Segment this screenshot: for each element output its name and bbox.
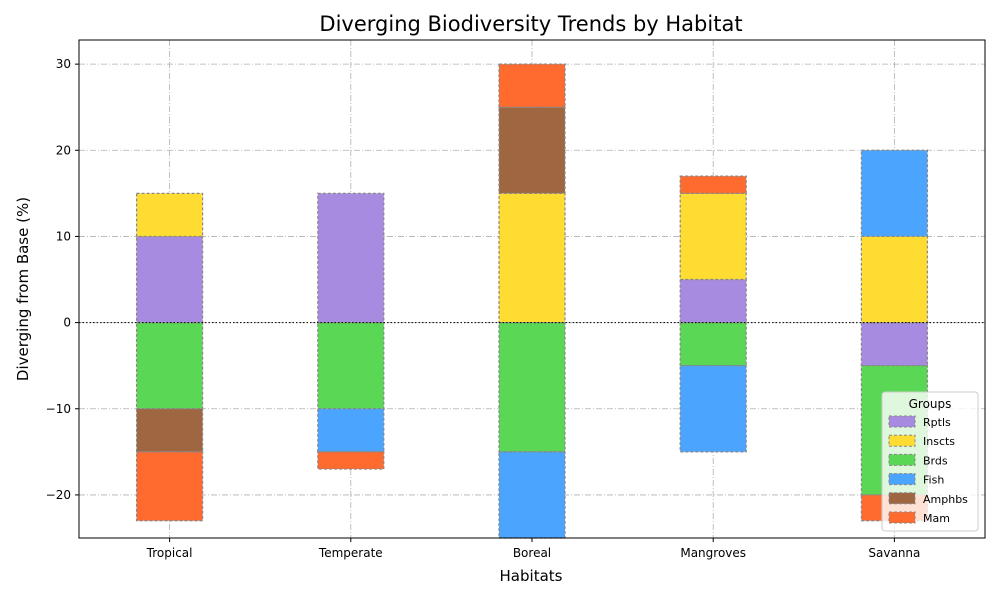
bar-segment bbox=[136, 322, 204, 410]
y-tick-label: 0 bbox=[63, 316, 71, 330]
bar-segment bbox=[679, 278, 747, 324]
bar-segment bbox=[860, 149, 929, 238]
bar-segment bbox=[860, 322, 929, 367]
bar-segment bbox=[498, 322, 566, 453]
legend-label: Rptls bbox=[923, 416, 951, 429]
bar-segment bbox=[679, 322, 747, 367]
x-tick-label: Tropical bbox=[146, 546, 193, 560]
legend-title: Groups bbox=[909, 397, 952, 411]
y-tick-label: −10 bbox=[46, 402, 71, 416]
legend-swatch bbox=[888, 453, 916, 466]
legend-label: Fish bbox=[923, 474, 944, 487]
bar-segment bbox=[317, 192, 385, 324]
bars bbox=[136, 63, 929, 539]
y-axis: −20 −10 0 10 20 30 bbox=[46, 57, 79, 502]
legend-label: Mam bbox=[923, 512, 950, 525]
legend-swatch bbox=[888, 473, 916, 486]
x-tick-label: Mangroves bbox=[680, 546, 746, 560]
bar-segment bbox=[860, 235, 929, 324]
bar-segment bbox=[317, 451, 385, 470]
bar-segment bbox=[498, 106, 566, 194]
x-axis: Tropical Temperate Boreal Mangroves Savanna bbox=[146, 538, 920, 560]
bar-segment bbox=[136, 235, 204, 324]
x-tick-label: Savanna bbox=[868, 546, 920, 560]
legend-label: Amphbs bbox=[923, 493, 968, 506]
bar-segment bbox=[679, 175, 747, 194]
legend-swatch bbox=[888, 492, 916, 505]
y-tick-label: 20 bbox=[56, 143, 71, 157]
bar-segment bbox=[498, 63, 566, 108]
x-tick-label: Temperate bbox=[318, 546, 383, 560]
bar-segment bbox=[317, 322, 385, 410]
y-tick-label: −20 bbox=[46, 488, 71, 502]
y-axis-title: Diverging from Base (%) bbox=[14, 197, 32, 381]
legend-swatch bbox=[888, 415, 916, 428]
bar-segment bbox=[136, 451, 204, 522]
legend-swatch bbox=[888, 511, 916, 524]
bar-segment bbox=[136, 192, 204, 238]
legend-label: Inscts bbox=[923, 435, 955, 448]
bar-segment bbox=[498, 192, 566, 324]
bar-segment bbox=[679, 365, 747, 453]
x-tick-label: Boreal bbox=[513, 546, 551, 560]
bar-segment bbox=[498, 451, 566, 539]
bar-segment bbox=[136, 408, 204, 453]
legend-label: Brds bbox=[923, 454, 948, 467]
chart-title: Diverging Biodiversity Trends by Habitat bbox=[319, 12, 742, 36]
legend: Groups Rptls Inscts Brds Fish Amphbs Mam bbox=[881, 391, 979, 532]
y-tick-label: 10 bbox=[56, 229, 71, 243]
bar-segment bbox=[679, 192, 747, 281]
legend-swatch bbox=[888, 434, 916, 447]
bar-segment bbox=[317, 408, 385, 453]
x-axis-title: Habitats bbox=[500, 567, 563, 585]
y-tick-label: 30 bbox=[56, 57, 71, 71]
